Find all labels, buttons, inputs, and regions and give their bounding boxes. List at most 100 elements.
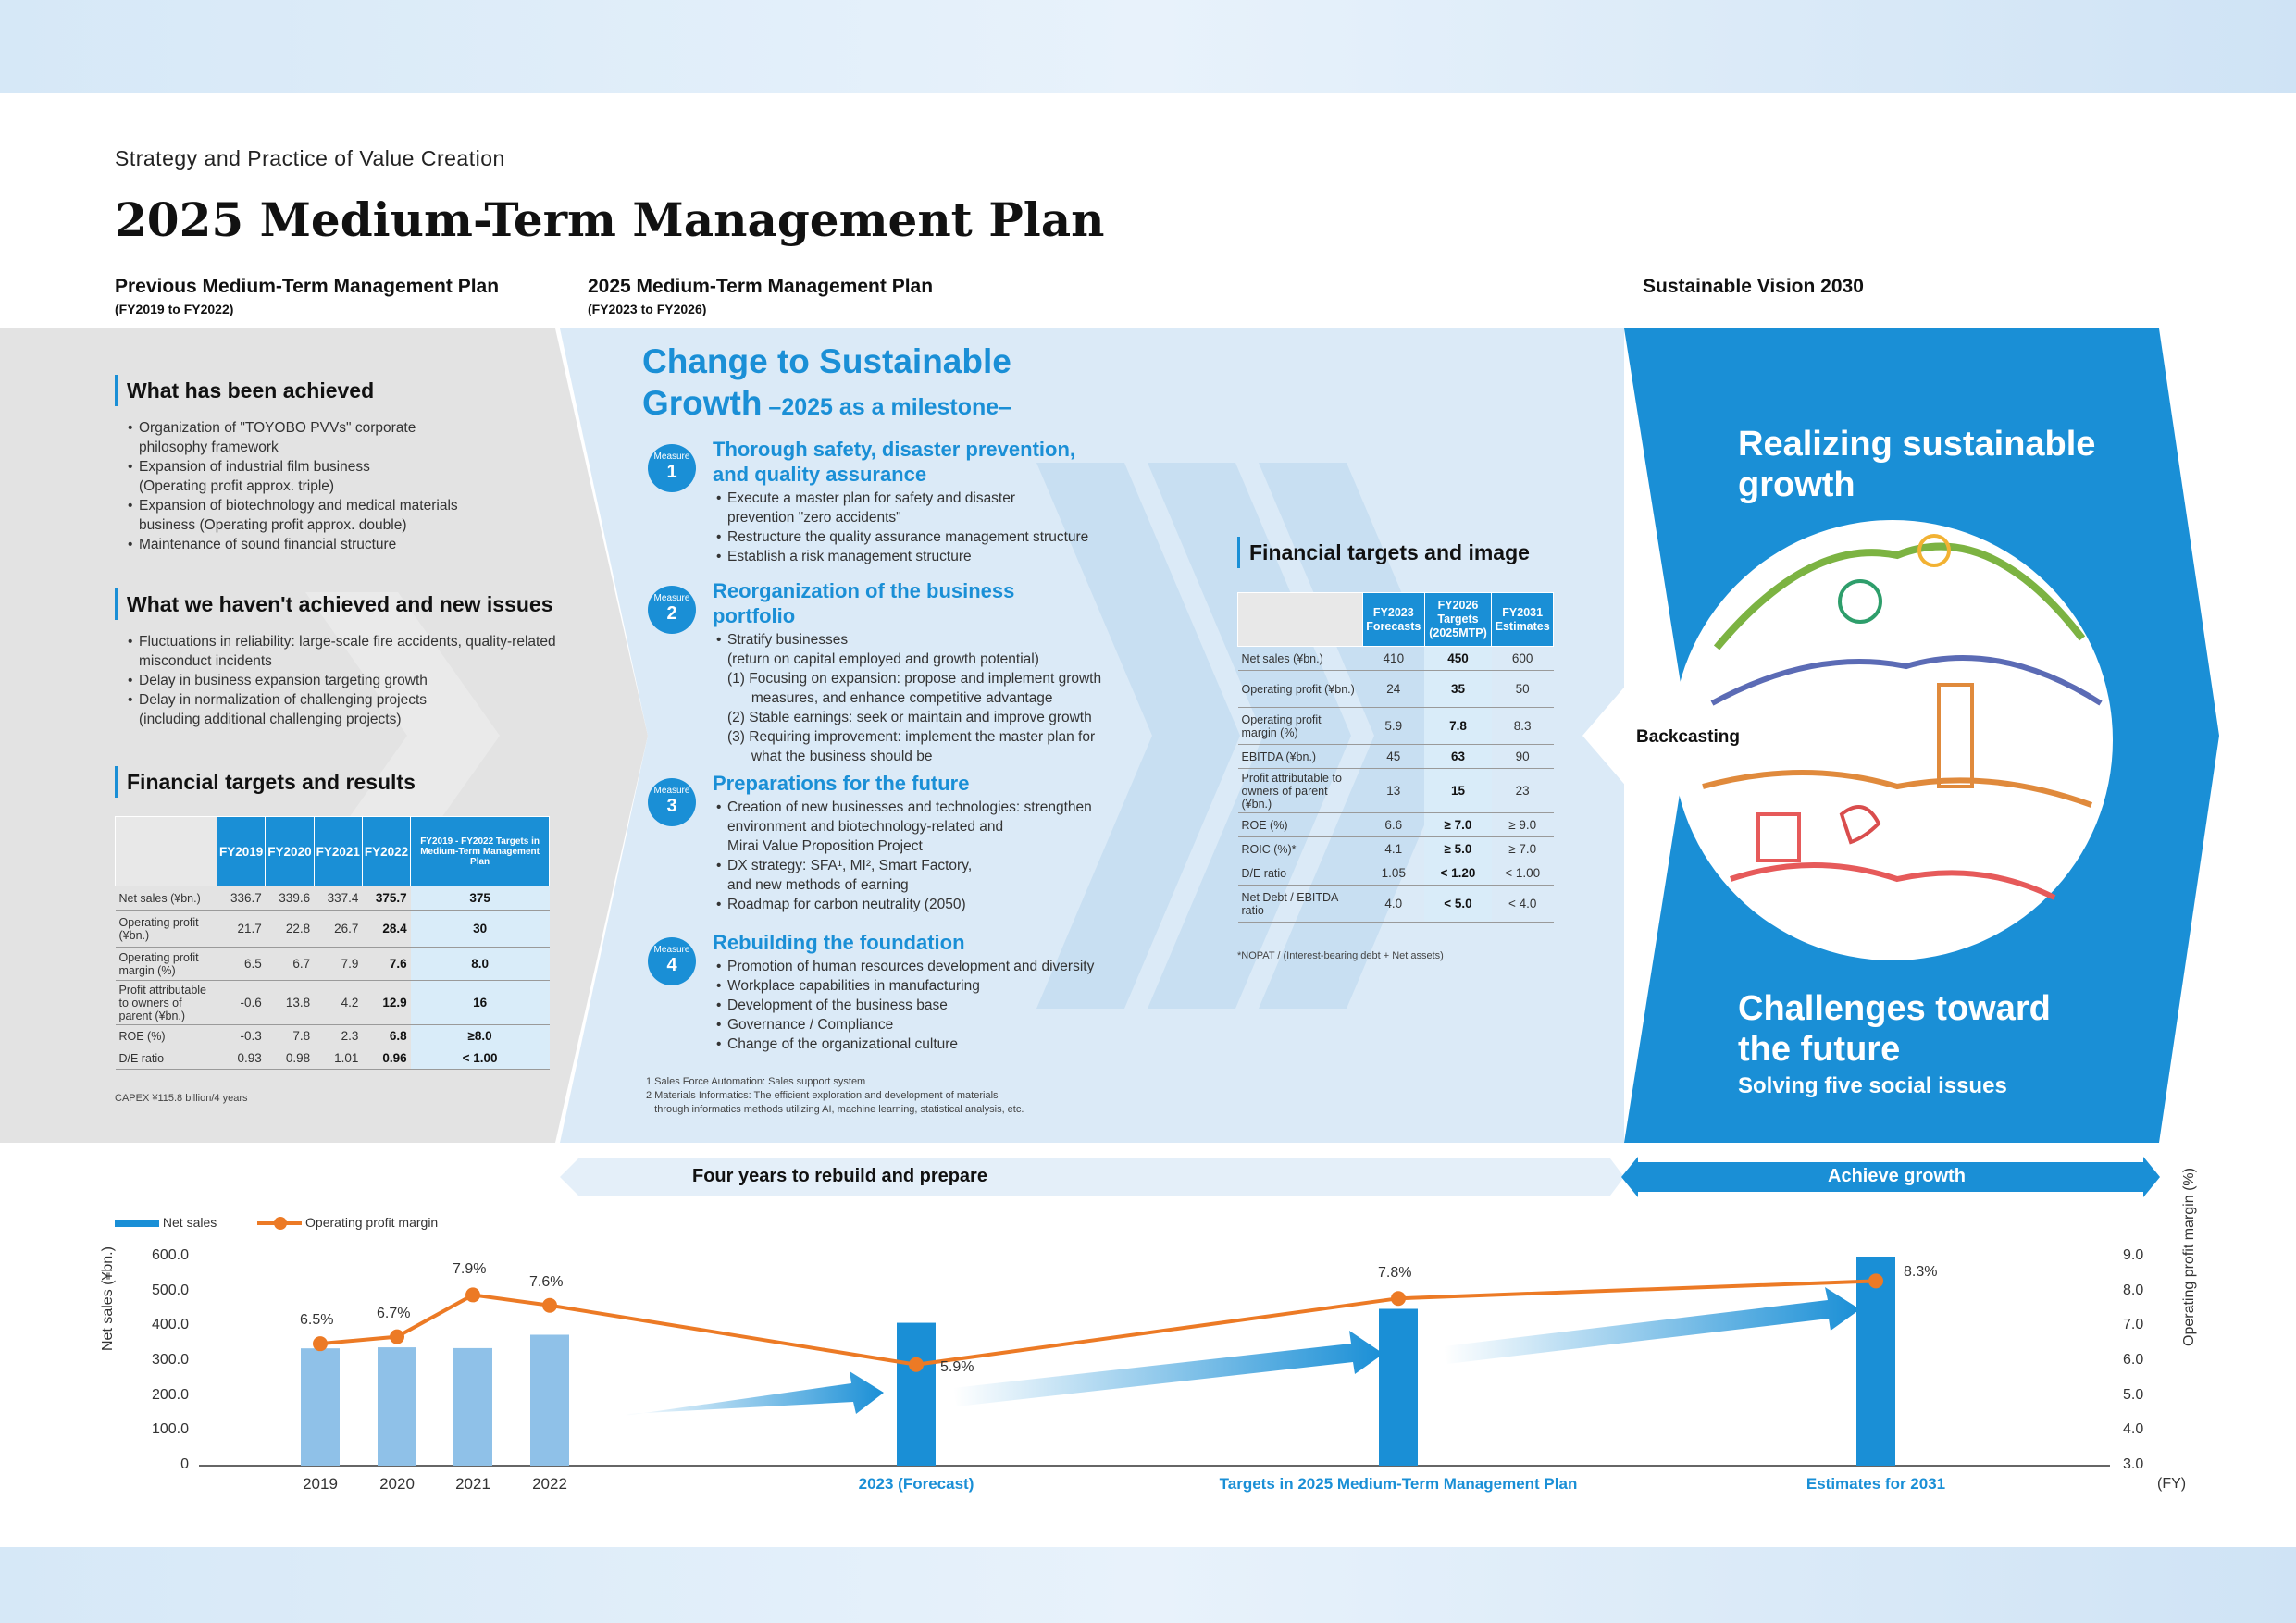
results-cell: 30	[410, 910, 550, 948]
net-sales-bar	[530, 1334, 569, 1466]
x-category-label: Targets in 2025 Medium-Term Management P…	[1219, 1475, 1578, 1493]
measure-item: (return on capital employed and growth p…	[727, 651, 1039, 667]
targets-cell: < 1.00	[1491, 861, 1554, 886]
targets-row-label: ROE (%)	[1237, 812, 1363, 837]
achieved-title: What has been achieved	[115, 375, 374, 406]
legend-line-swatch	[257, 1217, 303, 1231]
results-cell: 7.6	[362, 947, 411, 981]
measure-badge-number: 1	[666, 462, 677, 482]
roic-note: *NOPAT / (Interest-bearing debt + Net as…	[1237, 950, 1444, 961]
change-title-line1: Change to Sustainable	[642, 342, 1011, 380]
footnote-2: 2 Materials Informatics: The efficient e…	[646, 1090, 999, 1101]
y-tick-label: 600.0	[151, 1247, 189, 1263]
measure-items-1: Execute a master plan for safety and dis…	[714, 489, 1088, 566]
page-title: 2025 Medium-Term Management Plan	[115, 192, 1105, 247]
targets-cell: 600	[1491, 646, 1554, 671]
results-cell: 4.2	[314, 980, 363, 1025]
targets-row: Net Debt / EBITDA ratio 4.0 < 5.0 < 4.0	[1237, 885, 1554, 923]
targets-header-cell: FY2023 Forecasts	[1362, 592, 1425, 647]
operating-margin-point	[465, 1287, 480, 1303]
measure-item: Roadmap for carbon neutrality (2050)	[714, 895, 1092, 914]
results-header-cell: FY2019 - FY2022 Targets in Medium-Term M…	[410, 816, 550, 886]
chart-legend: Net sales Operating profit margin	[115, 1215, 439, 1231]
legend-bar-swatch	[115, 1220, 159, 1228]
measure-badge-label: Measure	[653, 452, 690, 462]
capex-note: CAPEX ¥115.8 billion/4 years	[115, 1093, 248, 1104]
y-tick-label: 0	[180, 1456, 189, 1472]
rebuild-banner-label: Four years to rebuild and prepare	[692, 1166, 987, 1186]
targets-row-label: EBITDA (¥bn.)	[1237, 744, 1363, 769]
results-row-label: D/E ratio	[115, 1047, 217, 1070]
challenge-line1: Challenges toward	[1738, 989, 2051, 1028]
vision-heading: Sustainable Vision 2030	[1643, 276, 1864, 297]
margin-data-label: 7.8%	[1378, 1265, 1412, 1282]
net-sales-bar	[378, 1347, 416, 1466]
growth-banner-label: Achieve growth	[1828, 1166, 1966, 1186]
targets-row-label: D/E ratio	[1237, 861, 1363, 886]
operating-margin-point	[1868, 1273, 1883, 1289]
rebuild-banner-arrow	[560, 1158, 1624, 1196]
targets-cell: < 4.0	[1491, 885, 1554, 923]
targets-cell: 50	[1491, 670, 1554, 708]
backcasting-label: Backcasting	[1636, 727, 1740, 747]
change-title: Change to Sustainable Growth –2025 as a …	[642, 341, 1011, 428]
measure-title-line: Preparations for the future	[713, 772, 970, 795]
targets-row-label: Net sales (¥bn.)	[1237, 646, 1363, 671]
results-cell: 339.6	[265, 886, 315, 911]
y2-tick-label: 7.0	[2123, 1317, 2144, 1333]
chevron-1	[1036, 463, 1240, 1009]
challenges-subtitle: Solving five social issues	[1738, 1073, 2007, 1098]
measure-item: Mirai Value Proposition Project	[727, 838, 923, 854]
targets-row-label: Operating profit (¥bn.)	[1237, 670, 1363, 708]
targets-cell: 410	[1362, 646, 1425, 671]
measure-item: prevention "zero accidents"	[727, 510, 901, 526]
results-cell: 0.96	[362, 1047, 411, 1070]
x-category-label: 2023 (Forecast)	[858, 1475, 974, 1493]
targets-cell: 24	[1362, 670, 1425, 708]
results-cell: 7.9	[314, 947, 363, 981]
measure-badge-4: Measure 4	[648, 937, 696, 985]
achieved-item: Maintenance of sound financial structure	[126, 535, 458, 554]
measure-badge-number: 2	[666, 603, 677, 624]
measure-badge-1: Measure 1	[648, 444, 696, 492]
financial-results-table: FY2019 FY2020 FY2021 FY2022 FY2019 - FY2…	[115, 816, 550, 1070]
legend-operating-margin: Operating profit margin	[305, 1215, 439, 1230]
operating-margin-point	[1391, 1291, 1406, 1307]
growth-banner-arrow	[1621, 1157, 2160, 1197]
results-header-cell: FY2021	[313, 816, 363, 886]
results-cell: 8.0	[410, 947, 550, 981]
measure-title-1: Thorough safety, disaster prevention, and…	[713, 437, 1075, 487]
targets-cell: ≥ 9.0	[1491, 812, 1554, 837]
achieved-list: Organization of "TOYOBO PVVs" corporate p…	[126, 418, 458, 554]
margin-data-label: 7.6%	[529, 1273, 564, 1290]
results-row-label: ROE (%)	[115, 1024, 217, 1047]
targets-cell: ≥ 7.0	[1491, 836, 1554, 861]
footnote-1: 1 Sales Force Automation: Sales support …	[646, 1076, 866, 1087]
measure-item: (3) Requiring improvement: implement the…	[727, 729, 1096, 745]
footnote-3: through informatics methods utilizing AI…	[646, 1104, 1024, 1115]
results-row: Net sales (¥bn.) 336.7 339.6 337.4 375.7 375	[115, 886, 550, 911]
results-cell: 6.5	[217, 947, 266, 981]
results-cell: -0.3	[217, 1024, 266, 1047]
current-plan-period: (FY2023 to FY2026)	[588, 302, 707, 316]
measure-badge-3: Measure 3	[648, 778, 696, 826]
margin-data-label: 6.7%	[377, 1305, 411, 1321]
growth-arrow-2	[953, 1331, 1384, 1406]
targets-row: ROE (%) 6.6 ≥ 7.0 ≥ 9.0	[1237, 812, 1554, 837]
not-achieved-item: (including additional challenging projec…	[139, 712, 402, 727]
targets-row: Operating profit margin (%) 5.9 7.8 8.3	[1237, 707, 1554, 745]
targets-table-title: Financial targets and image	[1237, 537, 1530, 568]
operating-margin-point	[390, 1329, 404, 1344]
not-achieved-list: Fluctuations in reliability: large-scale…	[126, 632, 556, 729]
y2-tick-label: 8.0	[2123, 1282, 2144, 1298]
measure-item: Change of the organizational culture	[714, 1035, 1094, 1054]
margin-data-label: 8.3%	[1904, 1264, 1938, 1281]
targets-cell: 8.3	[1491, 707, 1554, 745]
y2-tick-label: 4.0	[2123, 1421, 2144, 1438]
targets-row-label: Operating profit margin (%)	[1237, 707, 1363, 745]
bottom-decorative-band	[0, 1547, 2296, 1623]
measure-item: Governance / Compliance	[714, 1015, 1094, 1035]
measure-title-2: Reorganization of the business portfolio	[713, 578, 1014, 628]
targets-row: EBITDA (¥bn.) 45 63 90	[1237, 744, 1554, 769]
targets-cell: < 1.20	[1424, 861, 1492, 886]
